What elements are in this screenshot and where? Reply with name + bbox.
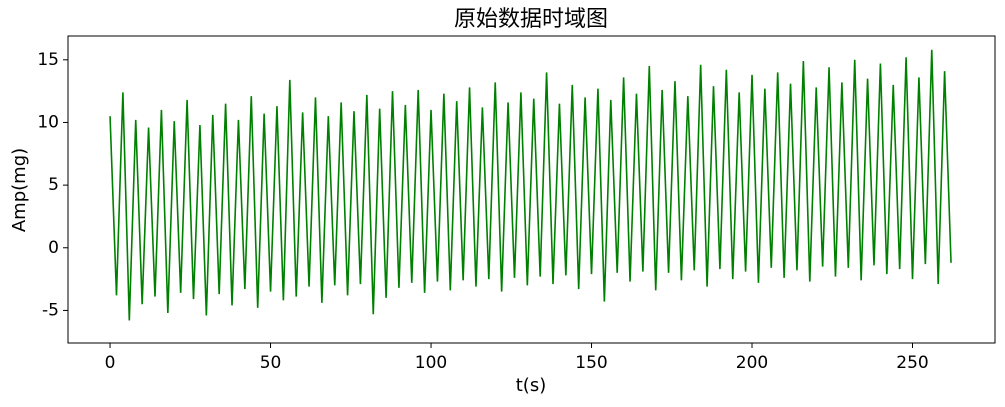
x-tick-label: 50 xyxy=(260,353,282,373)
x-tick-label: 250 xyxy=(896,353,928,373)
x-tick-label: 100 xyxy=(415,353,447,373)
y-tick-label: 15 xyxy=(37,50,59,70)
y-tick-label: -5 xyxy=(42,300,59,320)
x-tick-label: 150 xyxy=(575,353,607,373)
y-tick-label: 5 xyxy=(48,175,59,195)
data-line xyxy=(109,49,952,321)
chart-title: 原始数据时域图 xyxy=(454,7,608,32)
x-axis-label: t(s) xyxy=(516,375,546,396)
x-tick-label: 0 xyxy=(105,353,116,373)
y-tick-label: 10 xyxy=(37,112,59,132)
y-axis-label: Amp(mg) xyxy=(9,148,30,232)
axes-frame xyxy=(67,35,996,344)
x-tick-label: 200 xyxy=(736,353,768,373)
y-tick-label: 0 xyxy=(48,238,59,258)
